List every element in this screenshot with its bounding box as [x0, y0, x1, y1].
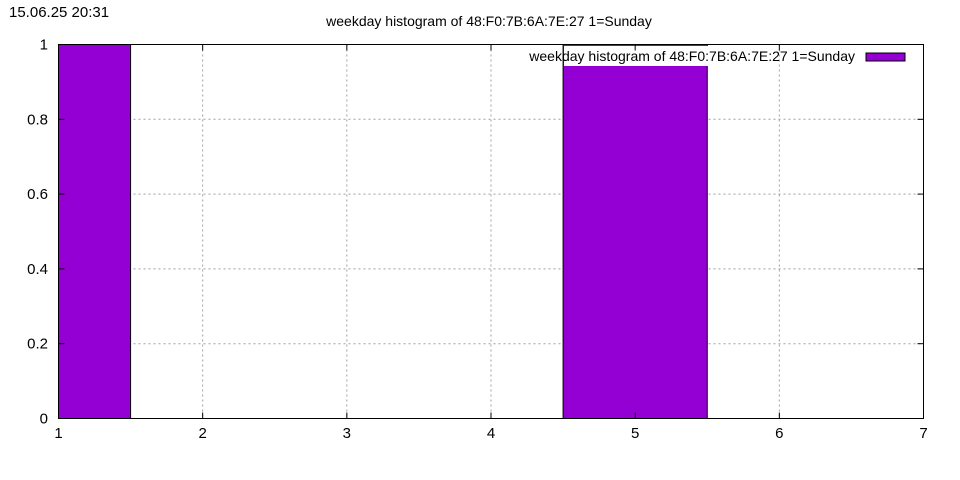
- y-tick-label: 1: [40, 37, 48, 54]
- chart-title: weekday histogram of 48:F0:7B:6A:7E:27 1…: [325, 13, 652, 29]
- x-tick-label: 2: [198, 425, 206, 442]
- x-tick-label: 6: [775, 425, 783, 442]
- x-tick-label: 7: [919, 425, 927, 442]
- legend-background: [564, 46, 708, 66]
- x-tick-label: 1: [54, 425, 62, 442]
- y-tick-label: 0.6: [27, 186, 48, 203]
- histogram-bar: [562, 44, 708, 419]
- legend-swatch: [865, 52, 906, 62]
- x-tick-label: 4: [487, 425, 495, 442]
- x-tick-label: 5: [631, 425, 639, 442]
- timestamp: 15.06.25 20:31: [9, 4, 110, 21]
- x-tick-label: 3: [343, 425, 351, 442]
- grid-lines: [58, 44, 924, 419]
- legend-label: weekday histogram of 48:F0:7B:6A:7E:27 1…: [528, 48, 855, 64]
- plot-border: [58, 44, 924, 419]
- axis-ticks: 1 2 3 4 5 6 7 0 0.2 0.4 0.6 0.8 1: [27, 37, 928, 443]
- y-tick-label: 0.4: [27, 261, 48, 278]
- histogram-bar: [58, 44, 132, 419]
- y-tick-label: 0.2: [27, 336, 48, 353]
- legend: weekday histogram of 48:F0:7B:6A:7E:27 1…: [528, 46, 906, 66]
- y-tick-label: 0: [40, 411, 48, 428]
- bars-group: [58, 44, 708, 419]
- y-tick-label: 0.8: [27, 111, 48, 128]
